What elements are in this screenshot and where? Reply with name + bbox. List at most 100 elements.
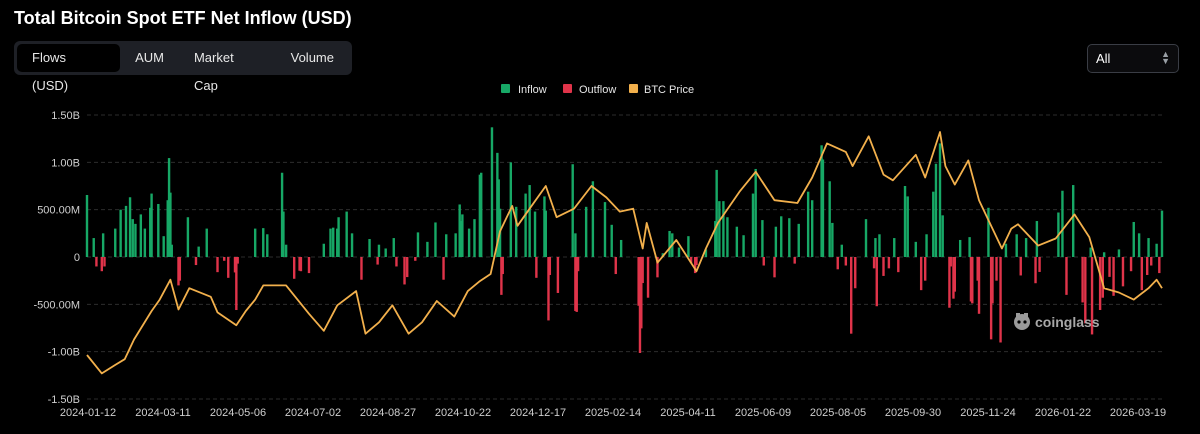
inflow-bar xyxy=(149,207,152,257)
inflow-bar xyxy=(840,244,843,257)
inflow-bar xyxy=(874,238,877,257)
inflow-bar xyxy=(934,163,938,257)
inflow-bar xyxy=(1155,243,1158,257)
inflow-bar xyxy=(266,234,269,257)
inflow-bar xyxy=(459,221,463,257)
x-axis-ticks: 2024-01-12 2024-03-11 2024-05-06 2024-07-02… xyxy=(60,407,1166,419)
time-range-select[interactable]: All ▲ ▼ xyxy=(1087,44,1179,73)
inflow-bar xyxy=(1061,190,1064,257)
outflow-bar xyxy=(574,257,577,311)
y-tick-label: -1.50B xyxy=(48,394,80,406)
inflow-bar xyxy=(467,228,471,257)
x-tick-label: 2025-04-11 xyxy=(660,407,715,419)
outflow-bar xyxy=(298,257,301,271)
inflow-bar xyxy=(1147,238,1150,257)
tab-aum[interactable]: AUM xyxy=(135,50,164,65)
inflow-bar xyxy=(878,234,881,257)
inflow-bar xyxy=(893,238,896,257)
outflow-bar xyxy=(953,257,957,292)
flow-bars xyxy=(85,127,1164,353)
outflow-bar xyxy=(556,257,560,293)
inflow-bar xyxy=(533,211,537,257)
outflow-bar xyxy=(989,257,993,340)
outflow-bar xyxy=(236,257,239,264)
inflow-bar xyxy=(780,216,783,257)
inflow-bar xyxy=(610,224,613,257)
inflow-bar xyxy=(139,214,143,257)
outflow-bar xyxy=(762,257,765,266)
inflow-bar xyxy=(134,223,137,257)
outflow-bar xyxy=(575,257,578,312)
outflow-bar xyxy=(501,257,504,275)
inflow-bar xyxy=(828,181,831,257)
outflow-bar xyxy=(500,257,503,295)
inflow-bar xyxy=(280,172,284,257)
inflow-bar xyxy=(903,186,907,257)
x-tick-label: 2024-01-12 xyxy=(60,407,116,419)
inflow-bar xyxy=(987,207,990,257)
outflow-bar xyxy=(882,257,885,276)
outflow-bar xyxy=(216,257,219,273)
inflow-bar xyxy=(687,236,690,257)
x-tick-label: 2024-05-06 xyxy=(210,407,266,419)
tab-volume[interactable]: Volume xyxy=(290,50,334,65)
outflow-bar xyxy=(299,257,303,272)
x-tick-label: 2025-02-14 xyxy=(585,407,641,419)
outflow-bar xyxy=(773,257,776,278)
outflow-bar xyxy=(969,257,973,302)
inflow-bar xyxy=(350,233,354,257)
tab-market-cap[interactable]: Market Cap xyxy=(193,50,234,93)
inflow-bar xyxy=(1137,233,1141,257)
legend-swatch-inflow xyxy=(501,84,510,93)
outflow-bar xyxy=(307,257,311,274)
inflow-bar xyxy=(426,241,429,257)
outflow-bar xyxy=(1019,257,1022,276)
x-tick-label: 2024-08-27 xyxy=(360,407,416,419)
outflow-bar xyxy=(1034,257,1037,284)
outflow-bar xyxy=(1140,257,1144,291)
inflow-bar xyxy=(337,217,340,257)
outflow-bar xyxy=(1038,257,1041,272)
inflow-bar xyxy=(143,228,147,257)
inflow-bar xyxy=(1015,234,1018,257)
y-tick-label: 1.50B xyxy=(51,110,80,122)
inflow-bar xyxy=(473,219,476,257)
inflow-bar xyxy=(434,222,437,257)
y-tick-label: -500.00M xyxy=(34,299,80,311)
inflow-bar xyxy=(1072,185,1075,257)
inflow-bar xyxy=(797,223,800,257)
inflow-bar xyxy=(262,228,265,257)
outflow-bar xyxy=(854,257,857,289)
inflow-bar xyxy=(166,200,169,257)
inflow-bar xyxy=(322,243,325,257)
y-tick-label: 1.00B xyxy=(51,157,80,169)
outflow-bar xyxy=(1129,257,1133,272)
outflow-bar xyxy=(872,257,876,269)
inflow-bar xyxy=(329,228,332,257)
inflow-bar xyxy=(831,222,834,257)
chart-title: Total Bitcoin Spot ETF Net Inflow (USD) xyxy=(14,8,352,28)
outflow-bar xyxy=(638,257,642,353)
outflow-bar xyxy=(548,257,552,275)
legend-label-inflow: Inflow xyxy=(518,84,547,96)
outflow-bar xyxy=(850,257,853,334)
inflow-bar xyxy=(1160,210,1164,257)
outflow-bar xyxy=(641,257,644,284)
inflow-bar xyxy=(1102,252,1106,257)
outflow-bar xyxy=(971,257,974,304)
outflow-bar xyxy=(576,257,580,272)
outflow-bar xyxy=(919,257,923,291)
inflow-bar xyxy=(119,209,122,257)
outflow-bar xyxy=(999,257,1002,343)
outflow-bar xyxy=(991,257,994,304)
inflow-bar xyxy=(742,235,745,257)
inflow-bar xyxy=(1035,221,1039,257)
inflow-bar xyxy=(458,204,461,257)
x-tick-label: 2026-03-19 xyxy=(1110,407,1166,419)
tab-flows[interactable]: Flows (USD) xyxy=(17,44,121,93)
x-tick-label: 2025-11-24 xyxy=(960,407,1015,419)
inflow-bar xyxy=(715,169,718,257)
inflow-bar xyxy=(454,233,457,257)
inflow-bar xyxy=(392,238,395,257)
